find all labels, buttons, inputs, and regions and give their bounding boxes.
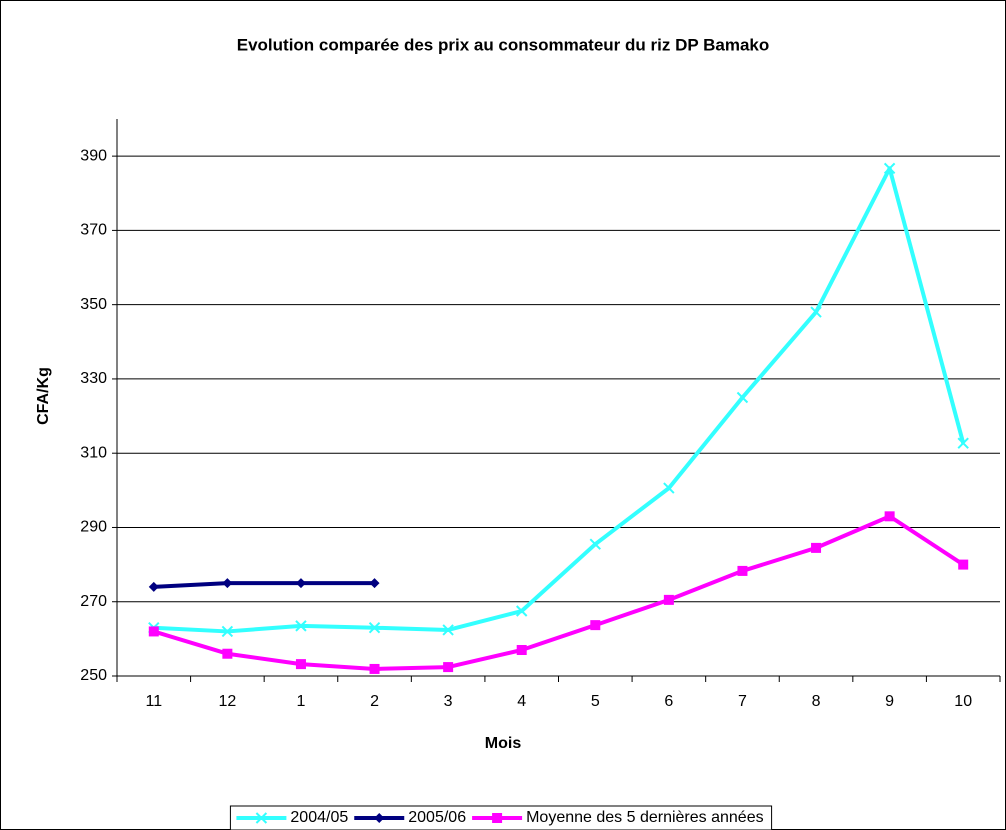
y-tick-label: 290	[80, 519, 107, 536]
y-tick-label: 250	[80, 667, 107, 684]
marker	[222, 648, 233, 659]
marker	[663, 594, 674, 605]
marker	[811, 542, 822, 553]
marker	[374, 813, 385, 823]
x-tick-label: 5	[591, 693, 600, 710]
series-line	[153, 514, 965, 671]
legend-box	[229, 805, 773, 830]
x-tick-label: 2	[370, 693, 379, 710]
y-tick-label: 270	[80, 593, 107, 610]
marker	[736, 391, 749, 404]
marker	[590, 620, 601, 631]
marker	[295, 578, 306, 589]
marker	[148, 626, 159, 637]
x-tick-label: 4	[517, 693, 526, 710]
y-tick-label: 370	[80, 222, 107, 239]
series-line	[153, 166, 966, 634]
marker	[883, 162, 896, 175]
series-line	[153, 581, 375, 589]
marker	[810, 306, 822, 318]
marker	[369, 663, 380, 674]
marker	[957, 437, 969, 449]
marker	[884, 511, 895, 522]
marker	[737, 565, 748, 576]
legend-label: 2004/05	[290, 809, 348, 826]
marker	[255, 812, 268, 824]
x-axis-label: Mois	[485, 735, 522, 752]
marker	[516, 605, 528, 617]
x-tick-label: 3	[444, 693, 453, 710]
marker	[958, 559, 969, 570]
marker	[663, 482, 675, 494]
legend: 2004/05 2005/06 Moyenne des 5 dernières an…	[229, 805, 773, 830]
marker	[368, 622, 381, 634]
marker	[221, 625, 234, 638]
legend-label: 2005/06	[408, 809, 466, 826]
x-tick-label: 11	[145, 693, 162, 710]
x-tick-label: 12	[218, 693, 236, 710]
marker	[516, 645, 527, 656]
x-tick-label: 10	[954, 693, 972, 710]
marker	[222, 578, 233, 589]
legend-label: Moyenne des 5 dernières années	[526, 809, 764, 826]
x-tick-label: 8	[812, 693, 821, 710]
marker	[589, 538, 601, 550]
marker	[295, 659, 306, 670]
marker	[442, 624, 454, 636]
x-tick-label: 7	[738, 693, 747, 710]
marker	[492, 813, 503, 823]
chart-title: Evolution comparée des prix au consommat…	[237, 35, 770, 54]
marker	[148, 581, 159, 592]
marker	[443, 662, 454, 673]
marker	[369, 578, 380, 589]
x-tick-label: 6	[664, 693, 673, 710]
marker	[295, 620, 307, 632]
y-axis-label: CFA/Kg	[35, 367, 52, 425]
y-tick-label: 310	[80, 444, 107, 461]
y-tick-label: 350	[80, 296, 107, 313]
y-tick-label: 330	[80, 370, 107, 387]
x-tick-label: 9	[885, 693, 894, 710]
x-tick-label: 1	[297, 693, 306, 710]
y-tick-label: 390	[80, 147, 107, 164]
